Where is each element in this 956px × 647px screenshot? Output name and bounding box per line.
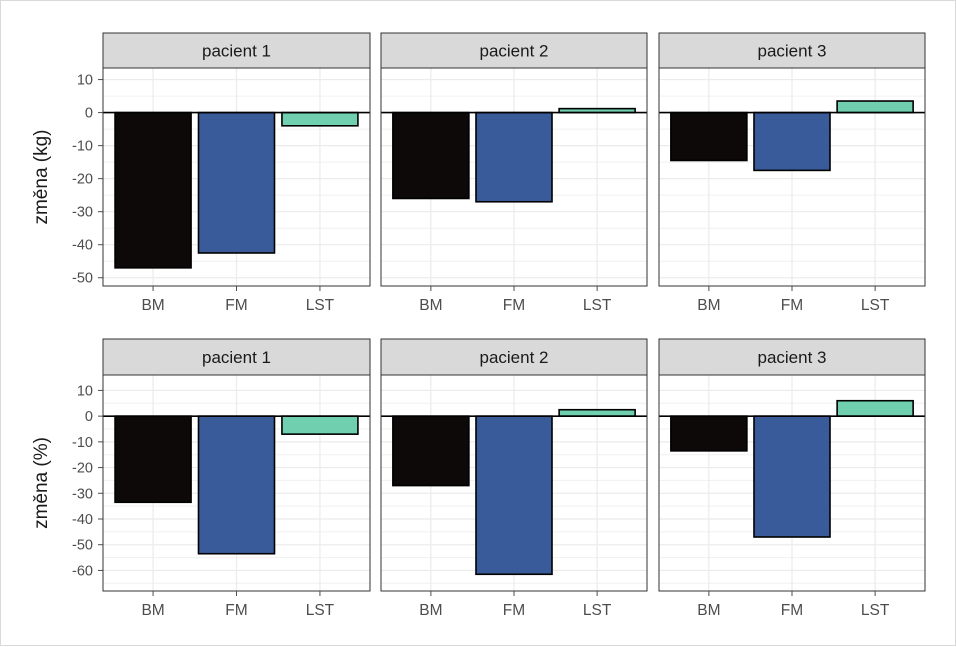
bar-bm-row-1-panel-3 <box>670 111 748 162</box>
y-tick-label-row-1: 10 <box>77 73 93 89</box>
bar-fm-row-1-panel-1 <box>197 111 276 254</box>
x-tick-label-bm: BM <box>141 602 164 619</box>
bar-lst-row-1-panel-3 <box>836 100 914 114</box>
bar-lst-row-2-panel-3 <box>836 399 914 417</box>
bar-fm-row-2-panel-2 <box>475 415 553 576</box>
y-tick-label-row-2: -60 <box>72 563 93 579</box>
x-tick-label-lst: LST <box>306 297 335 314</box>
x-tick-label-lst: LST <box>861 602 890 619</box>
x-tick-label-bm: BM <box>141 297 164 314</box>
x-tick-label-lst: LST <box>861 297 890 314</box>
y-tick-label-row-2: 0 <box>85 409 93 425</box>
y-tick-label-row-1: -10 <box>72 139 93 155</box>
x-tick-label-fm: FM <box>225 297 247 314</box>
facet-strip-row-2-panel-1 <box>102 338 371 376</box>
y-axis-label-row-1: změna (kg) <box>31 129 52 224</box>
y-tick-label-row-1: -50 <box>72 271 93 287</box>
x-tick-label-fm: FM <box>503 602 525 619</box>
x-tick-label-fm: FM <box>503 297 525 314</box>
x-tick-label-bm: BM <box>697 602 720 619</box>
y-axis-label-row-2: změna (%) <box>31 437 52 529</box>
bar-bm-row-1-panel-1 <box>114 111 192 269</box>
y-tick-label-row-2: -10 <box>72 435 93 451</box>
bar-fm-row-1-panel-3 <box>753 111 831 172</box>
bar-fm-row-2-panel-1 <box>197 415 276 555</box>
y-tick-label-row-1: -40 <box>72 238 93 254</box>
y-tick-label-row-2: -20 <box>72 461 93 477</box>
x-tick-label-lst: LST <box>583 297 612 314</box>
facet-strip-row-1-panel-2 <box>380 32 648 69</box>
facet-title-row-1-panel-1: pacient 1 <box>202 42 271 61</box>
bar-bm-row-1-panel-2 <box>392 111 470 200</box>
x-tick-label-bm: BM <box>419 602 442 619</box>
bar-fm-row-2-panel-3 <box>753 415 831 538</box>
facet-strip-row-2-panel-3 <box>658 338 926 376</box>
bar-lst-row-2-panel-2 <box>558 408 636 417</box>
x-tick-label-lst: LST <box>583 602 612 619</box>
x-tick-label-bm: BM <box>697 297 720 314</box>
x-tick-label-bm: BM <box>419 297 442 314</box>
facet-title-row-1-panel-3: pacient 3 <box>758 42 827 61</box>
bar-fm-row-1-panel-2 <box>475 111 553 203</box>
facet-title-row-2-panel-2: pacient 2 <box>480 348 549 367</box>
x-tick-label-lst: LST <box>306 602 335 619</box>
bar-lst-row-1-panel-1 <box>281 111 359 127</box>
y-tick-label-row-2: -40 <box>72 512 93 528</box>
y-tick-label-row-1: -20 <box>72 172 93 188</box>
x-tick-label-fm: FM <box>781 297 803 314</box>
y-tick-label-row-1: -30 <box>72 205 93 221</box>
x-tick-label-fm: FM <box>781 602 803 619</box>
x-tick-label-fm: FM <box>225 602 247 619</box>
bar-lst-row-2-panel-1 <box>281 415 359 435</box>
y-tick-label-row-1: 0 <box>85 106 93 122</box>
bar-bm-row-2-panel-2 <box>392 415 470 487</box>
facet-title-row-2-panel-3: pacient 3 <box>758 348 827 367</box>
bar-bm-row-2-panel-1 <box>114 415 192 504</box>
y-tick-label-row-2: 10 <box>77 383 93 399</box>
facet-title-row-2-panel-1: pacient 1 <box>202 348 271 367</box>
y-tick-label-row-2: -50 <box>72 538 93 554</box>
y-tick-label-row-2: -30 <box>72 486 93 502</box>
bar-bm-row-2-panel-3 <box>670 415 748 452</box>
facet-title-row-1-panel-2: pacient 2 <box>480 42 549 61</box>
